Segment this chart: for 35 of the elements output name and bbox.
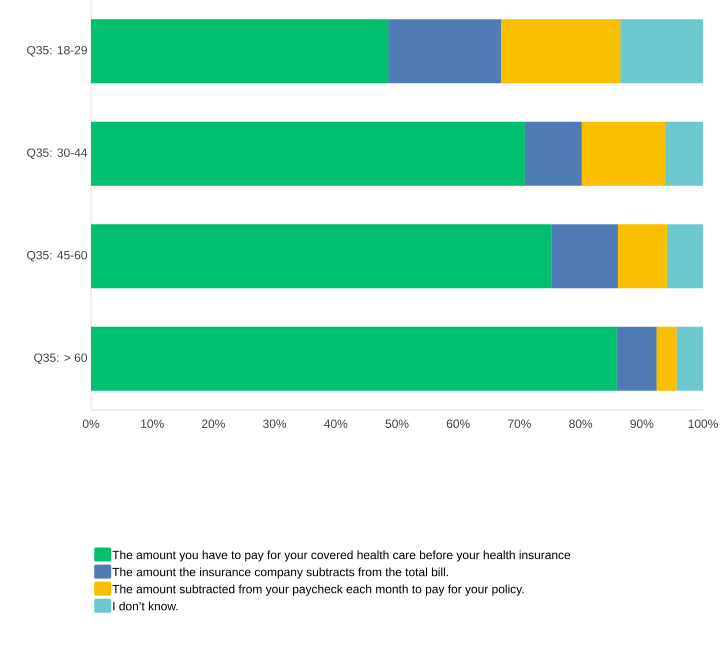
- legend-label: The amount the insurance company subtracts from the total bill.: [112, 567, 448, 579]
- bar: [666, 224, 704, 288]
- x-tick-label: 10%: [141, 420, 164, 428]
- legend-label: The amount you have to pay for your covered health care before your health insurance: [112, 550, 570, 562]
- x-tick-label: 80%: [569, 420, 592, 428]
- y-tick-label: Q35: > 60: [34, 353, 88, 364]
- bar: [616, 326, 656, 391]
- bar: [524, 122, 582, 186]
- bar: [91, 122, 525, 186]
- legend-label: The amount subtracted from your paycheck each month to pay for your policy.: [112, 584, 524, 596]
- bar: [656, 326, 677, 391]
- y-tick-label: Q35: 45-60: [27, 250, 88, 262]
- x-tick-label: 60%: [446, 420, 470, 428]
- y-tick-label: Q35: 18-29: [27, 46, 87, 57]
- x-tick-label: 20%: [202, 420, 225, 428]
- bar: [582, 122, 666, 186]
- x-tick-label: 50%: [386, 420, 409, 428]
- bar: [91, 19, 388, 84]
- x-tick-label: 70%: [508, 420, 531, 428]
- bar: [91, 224, 552, 288]
- bar: [676, 326, 704, 391]
- bar: [665, 122, 704, 186]
- legend-label: I don’t know.: [113, 602, 178, 610]
- x-tick-label: 100%: [688, 420, 718, 428]
- x-tick-label: 90%: [630, 420, 654, 428]
- x-tick-label: 40%: [324, 420, 348, 428]
- bar: [552, 224, 618, 288]
- y-tick-label: Q35: 30-44: [27, 148, 88, 160]
- bar: [620, 19, 704, 84]
- x-tick-label: 30%: [263, 420, 286, 428]
- bar: [91, 326, 617, 391]
- bar: [388, 19, 502, 84]
- x-tick-label: 0%: [82, 420, 100, 428]
- bar: [501, 19, 620, 84]
- bar: [618, 224, 667, 288]
